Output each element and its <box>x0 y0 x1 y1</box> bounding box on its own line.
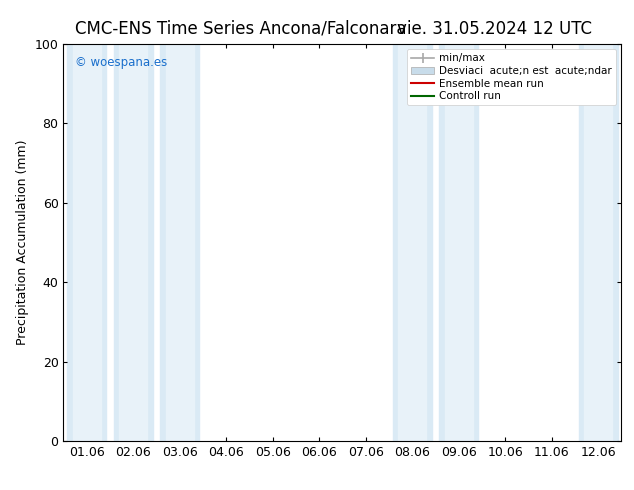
Legend: min/max, Desviaci  acute;n est  acute;ndar, Ensemble mean run, Controll run: min/max, Desviaci acute;n est acute;ndar… <box>407 49 616 105</box>
Bar <box>439 44 478 441</box>
Bar <box>160 44 199 441</box>
Bar <box>584 44 612 441</box>
Bar <box>579 44 618 441</box>
Bar <box>392 44 432 441</box>
Bar <box>444 44 472 441</box>
Bar <box>398 44 426 441</box>
Text: © woespana.es: © woespana.es <box>75 56 167 69</box>
Text: CMC-ENS Time Series Ancona/Falconara: CMC-ENS Time Series Ancona/Falconara <box>75 20 406 38</box>
Text: vie. 31.05.2024 12 UTC: vie. 31.05.2024 12 UTC <box>397 20 592 38</box>
Bar <box>119 44 147 441</box>
Bar <box>165 44 193 441</box>
Y-axis label: Precipitation Accumulation (mm): Precipitation Accumulation (mm) <box>16 140 29 345</box>
Bar <box>73 44 101 441</box>
Bar <box>67 44 106 441</box>
Bar <box>113 44 153 441</box>
